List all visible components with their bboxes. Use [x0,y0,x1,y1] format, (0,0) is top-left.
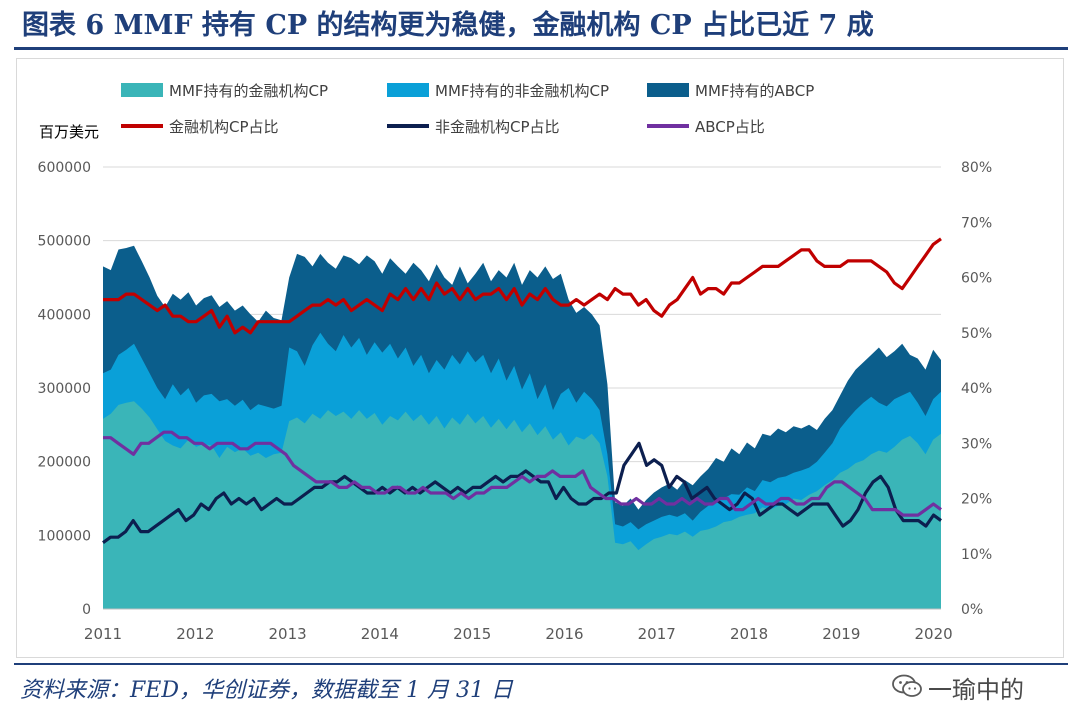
x-tick-label: 2012 [176,625,214,643]
x-tick-label: 2017 [638,625,676,643]
y-left-tick-label: 400000 [38,307,91,323]
wechat-icon [892,674,922,697]
x-tick-label: 2019 [822,625,860,643]
legend-label: MMF持有的ABCP [695,82,814,100]
legend-swatch [387,83,429,97]
y-right-tick-label: 40% [961,381,992,397]
legend-label: 金融机构CP占比 [169,118,279,136]
x-tick-label: 2011 [84,625,122,643]
x-tick-label: 2016 [545,625,583,643]
line-series-1 [103,237,942,335]
y-left-tick-label: 500000 [38,234,91,250]
area-series-1 [103,401,941,609]
line-series-3 [103,430,942,517]
legend-swatch [121,83,163,97]
x-tick-label: 2018 [730,625,768,643]
title-divider [14,47,1068,50]
y-right-tick-label: 50% [961,326,992,342]
y-right-tick-label: 60% [961,271,992,287]
legend-label: MMF持有的金融机构CP [169,82,328,100]
legend-label: MMF持有的非金融机构CP [435,82,609,100]
y-right-tick-label: 20% [961,492,992,508]
y-right-tick-label: 10% [961,547,992,563]
x-tick-label: 2015 [453,625,491,643]
legend-swatch [647,83,689,97]
y-left-tick-label: 200000 [38,455,91,471]
y-right-tick-label: 70% [961,215,992,231]
legend-label: ABCP占比 [695,118,765,136]
area-layer [103,245,941,610]
watermark-text: 一瑜中的 [928,676,1024,704]
axis-layer: 0 100000 200000 300000 400000 500000 600000 0% 1… [38,123,993,643]
y-left-tick-label: 300000 [38,381,91,397]
line-series-2 [102,441,942,544]
y-right-tick-label: 30% [961,436,992,452]
x-tick-label: 2020 [915,625,953,643]
y-left-unit-label: 百万美元 [39,123,99,141]
watermark: 一瑜中的 [888,668,1068,704]
y-right-tick-label: 80% [961,160,992,176]
x-tick-label: 2014 [361,625,399,643]
x-tick-label: 2013 [268,625,306,643]
source-note: 资料来源：FED，华创证券，数据截至 1 月 31 日 [20,678,513,703]
source-divider [14,663,1068,665]
chart-title: 图表 6 MMF 持有 CP 的结构更为稳健，金融机构 CP 占比已近 7 成 [22,10,874,41]
legend-label: 非金融机构CP占比 [435,118,560,136]
legend-layer: MMF持有的金融机构CP MMF持有的非金融机构CP MMF持有的ABCP 金融机构C… [121,82,814,136]
area-line-chart: 0 100000 200000 300000 400000 500000 600000 0% 1… [38,82,993,643]
line-layer [102,237,942,544]
y-left-tick-label: 0 [82,602,91,618]
y-right-tick-label: 0% [961,602,983,618]
chart-frame: 0 100000 200000 300000 400000 500000 600000 0% 1… [16,58,1064,658]
y-left-tick-label: 600000 [38,160,91,176]
y-left-tick-label: 100000 [38,528,91,544]
